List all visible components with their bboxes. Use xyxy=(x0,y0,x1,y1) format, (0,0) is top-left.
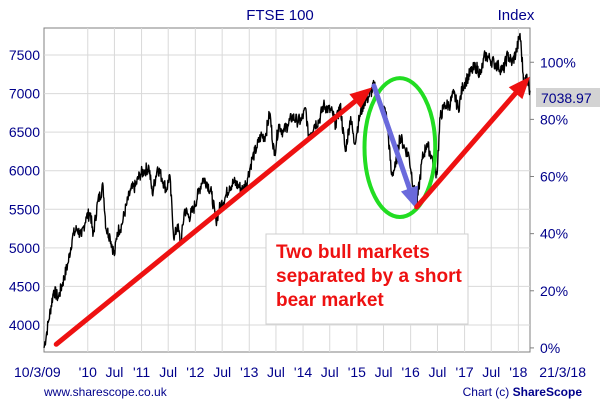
y-tick-label: 4000 xyxy=(9,317,40,333)
right-tick-label: 100% xyxy=(540,54,576,70)
x-tick-label: Jul xyxy=(105,364,123,380)
last-value-badge-bg xyxy=(536,88,600,107)
ftse-price-line xyxy=(43,32,531,349)
right-axis-title: Index xyxy=(498,7,535,24)
annotation-text-line-1: Two bull markets xyxy=(276,242,430,263)
footer-credit-prefix: Chart (c) xyxy=(463,385,513,399)
x-tick-label: 21/3/18 xyxy=(539,364,586,380)
trend-arrow-head xyxy=(349,87,373,109)
last-value-badge: 7038.97 xyxy=(536,88,600,107)
x-tick-label: '15 xyxy=(348,364,366,380)
y-tick-label: 7000 xyxy=(9,86,40,102)
x-tick-label: Jul xyxy=(429,364,447,380)
y-tick-label: 4500 xyxy=(9,278,40,294)
footer-credit: Chart (c) ShareScope xyxy=(463,385,583,399)
x-tick-label: Jul xyxy=(482,364,500,380)
right-tick-label: 80% xyxy=(540,111,568,127)
footer-credit-brand: ShareScope xyxy=(513,385,583,399)
x-tick-label: Jul xyxy=(375,364,393,380)
y-tick-label: 5500 xyxy=(9,201,40,217)
x-tick-label: '17 xyxy=(455,364,473,380)
x-tick-label: '11 xyxy=(133,364,150,380)
right-tick-label: 40% xyxy=(540,226,568,242)
x-tick-label: '14 xyxy=(294,364,312,380)
x-tick-label: Jul xyxy=(213,364,231,380)
x-tick-label: '12 xyxy=(186,364,204,380)
y-tick-label: 7500 xyxy=(9,47,40,63)
x-tick-label: '10 xyxy=(79,364,97,380)
trend-arrow-head xyxy=(508,76,530,100)
right-tick-label: 60% xyxy=(540,169,568,185)
right-tick-label: 0% xyxy=(540,340,560,356)
trend-arrow-head xyxy=(400,185,418,210)
x-tick-label: Jul xyxy=(159,364,177,380)
chart-title: FTSE 100 xyxy=(246,7,314,24)
annotation-textbox: Two bull markets separated by a short be… xyxy=(265,233,469,325)
annotation-textbox-frame xyxy=(265,233,469,325)
trend-arrow-shaft xyxy=(414,90,519,210)
trend-arrow-shaft xyxy=(371,83,412,191)
last-value-label: 7038.97 xyxy=(541,90,592,106)
x-tick-label: '13 xyxy=(240,364,258,380)
y-tick-label: 6000 xyxy=(9,163,40,179)
axis-layer: 4000 4500 5000 5500 6000 6500 7000 7500 0% 20% 40%… xyxy=(9,47,586,380)
x-tick-label: Jul xyxy=(321,364,339,380)
footer-source-url: www.sharescope.co.uk xyxy=(43,385,168,399)
annotation-text-line-3: bear market xyxy=(276,290,384,311)
annotation-text-line-2: separated by a short xyxy=(276,266,463,287)
y-tick-label: 5000 xyxy=(9,240,40,256)
series-layer xyxy=(43,32,531,349)
annotation-layer xyxy=(53,76,530,347)
green-highlight-ellipse xyxy=(362,76,438,219)
right-tick-label: 20% xyxy=(540,283,568,299)
trend-arrow-shaft xyxy=(53,98,358,347)
x-tick-label: '16 xyxy=(402,364,420,380)
x-tick-label: '18 xyxy=(509,364,527,380)
plot-frame xyxy=(43,27,531,353)
y-tick-label: 6500 xyxy=(9,124,40,140)
x-tick-label: 10/3/09 xyxy=(14,364,61,380)
x-tick-label: Jul xyxy=(267,364,285,380)
